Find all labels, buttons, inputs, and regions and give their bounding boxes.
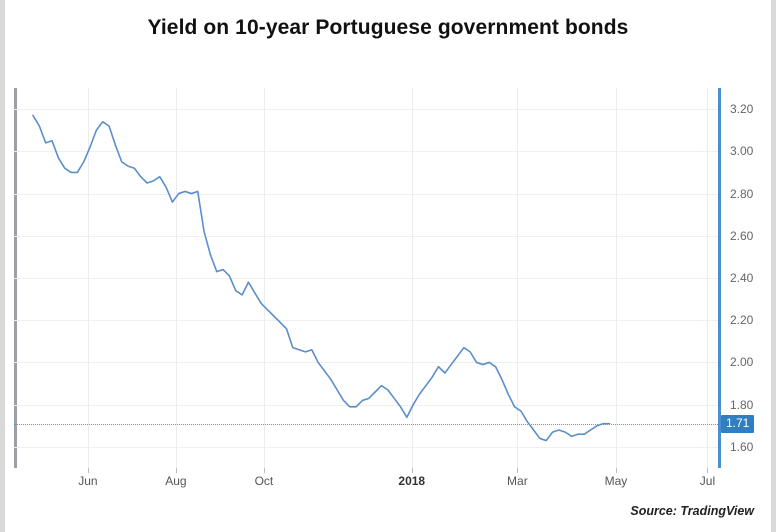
- y-axis-tick-label: 2.40: [730, 271, 754, 285]
- x-axis-tick-label: May: [604, 474, 628, 488]
- x-axis-tick-label: Mar: [507, 474, 528, 488]
- page-title: Yield on 10-year Portuguese government b…: [147, 16, 629, 39]
- x-axis-tick-label: Aug: [165, 474, 187, 488]
- x-axis-tick: [411, 468, 413, 473]
- gridline-v: [707, 88, 709, 468]
- gridline-h: [14, 404, 718, 406]
- last-value-badge: 1.71: [721, 414, 755, 433]
- x-axis-tick: [615, 468, 617, 473]
- gridline-h: [14, 235, 718, 237]
- y-axis-tick-label: 3.20: [730, 102, 754, 117]
- x-axis-tick: [175, 468, 177, 473]
- gridline-h: [14, 278, 718, 279]
- y-axis-tick-label: 2.60: [730, 228, 754, 243]
- y-axis-tick-label: 1.60: [730, 439, 754, 454]
- source-note: Source: TradingView: [630, 504, 754, 518]
- gridline-v: [87, 88, 89, 468]
- x-axis-tick: [517, 468, 519, 473]
- x-axis-tick: [87, 468, 89, 473]
- last-value-guideline: [14, 423, 718, 425]
- gridline-h: [14, 446, 718, 448]
- y-axis-tick-label: 3.00: [730, 144, 754, 159]
- x-axis-tick: [707, 468, 709, 473]
- x-axis-tick-label: 2018: [398, 474, 426, 488]
- x-axis-tick-label: Jun: [78, 474, 98, 488]
- y-axis-tick-label: 2.00: [730, 355, 754, 370]
- gridline-h: [14, 320, 718, 322]
- series-line-portugal-10y: [32, 114, 611, 442]
- x-axis-tick-label: Oct: [254, 474, 274, 488]
- gridline-v: [411, 88, 413, 468]
- y-axis-tick-label: 2.20: [730, 313, 754, 328]
- gridline-v: [615, 88, 617, 468]
- y-axis-tick-label: 2.80: [730, 186, 754, 201]
- plot-area: 1.71 3.20 3.00 2.80 2.60 2.40 2.20 2.00 1.80 1.6…: [14, 88, 755, 488]
- y-axis-tick-label: 1.80: [730, 397, 754, 412]
- gridline-h: [14, 362, 718, 364]
- left-edge-rail: [0, 0, 5, 532]
- gridline-v: [175, 88, 177, 468]
- gridline-h: [14, 193, 718, 195]
- gridline-h: [14, 151, 718, 153]
- right-edge-rail: [771, 0, 776, 532]
- gridline-v: [517, 88, 519, 468]
- gridline-h: [14, 109, 718, 111]
- y-axis-right: [718, 88, 721, 468]
- x-axis-tick: [263, 468, 265, 473]
- x-axis-tick-label: Jul: [699, 474, 716, 488]
- gridline-v: [263, 88, 265, 468]
- series-path: [32, 114, 611, 442]
